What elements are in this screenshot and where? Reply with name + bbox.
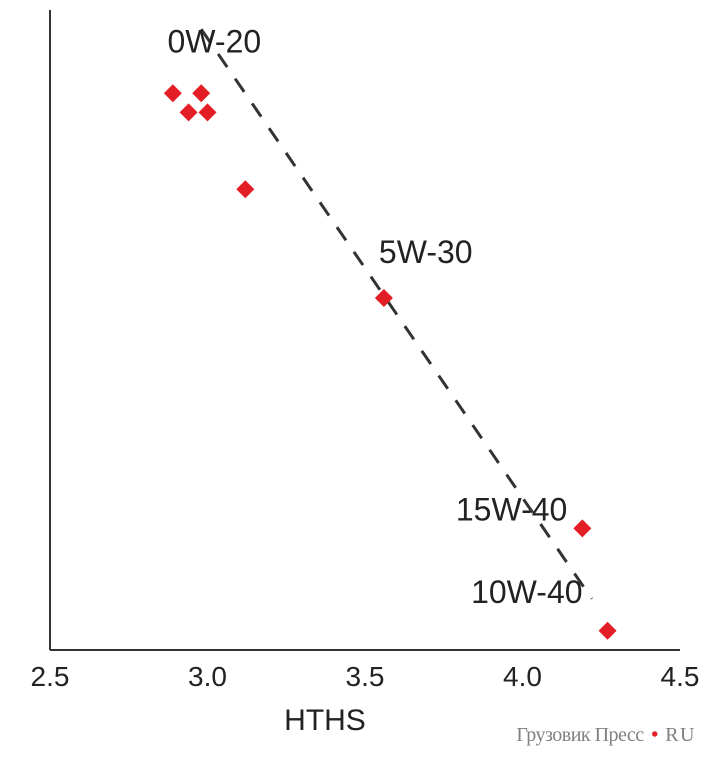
data-point xyxy=(573,519,591,537)
point-label: 5W-30 xyxy=(379,234,473,270)
point-label: 0W-20 xyxy=(168,23,262,59)
attribution-suffix: RU xyxy=(665,724,696,746)
data-point xyxy=(180,103,198,121)
data-point xyxy=(236,180,254,198)
chart-container: 2.5 3.0 3.5 4.0 4.5 HTHS 0W-20 5W-30 15W-40 10W-4… xyxy=(0,0,708,757)
x-tick-label: 2.5 xyxy=(31,661,70,692)
point-label: 15W-40 xyxy=(456,491,567,527)
attribution-dot: • xyxy=(648,724,661,746)
attribution-brand: Грузовик Пресс xyxy=(516,724,643,746)
data-point xyxy=(199,103,217,121)
x-tick-label: 4.5 xyxy=(661,661,700,692)
x-tick-label: 4.0 xyxy=(503,661,542,692)
x-tick-label: 3.0 xyxy=(188,661,227,692)
x-axis-label: HTHS xyxy=(284,704,366,737)
data-point xyxy=(164,84,182,102)
point-label: 10W-40 xyxy=(471,574,582,610)
hths-scatter-chart: 2.5 3.0 3.5 4.0 4.5 HTHS 0W-20 5W-30 15W-40 10W-4… xyxy=(0,0,708,757)
attribution: Грузовик Пресс • RU xyxy=(516,724,696,747)
x-tick-label: 3.5 xyxy=(346,661,385,692)
data-point xyxy=(192,84,210,102)
data-point xyxy=(599,622,617,640)
